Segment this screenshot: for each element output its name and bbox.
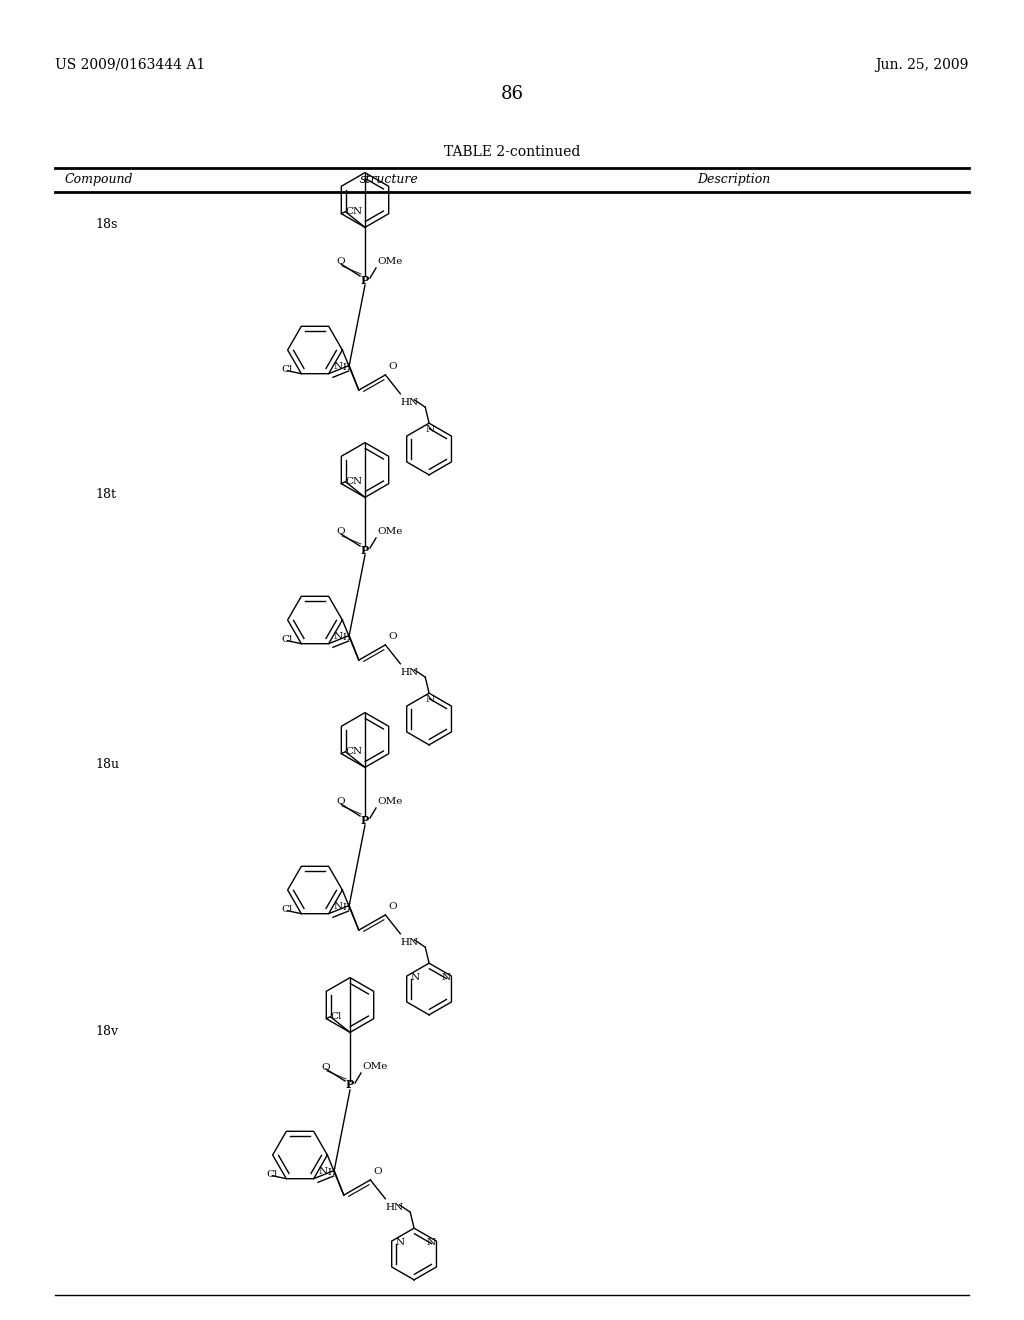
- Text: CN: CN: [345, 207, 362, 216]
- Text: HN: HN: [400, 937, 419, 946]
- Text: N: N: [318, 1167, 328, 1176]
- Text: P: P: [360, 544, 369, 556]
- Text: 18v: 18v: [95, 1026, 118, 1038]
- Text: Cl: Cl: [282, 635, 293, 644]
- Text: H: H: [342, 363, 350, 372]
- Text: TABLE 2-continued: TABLE 2-continued: [443, 145, 581, 158]
- Text: OMe: OMe: [377, 257, 402, 267]
- Text: O: O: [388, 903, 397, 911]
- Text: N: N: [334, 362, 343, 371]
- Text: N: N: [334, 632, 343, 642]
- Text: 18u: 18u: [95, 758, 119, 771]
- Text: Description: Description: [697, 173, 771, 186]
- Text: HN: HN: [400, 668, 419, 677]
- Text: Jun. 25, 2009: Jun. 25, 2009: [876, 58, 969, 73]
- Text: CN: CN: [345, 747, 362, 756]
- Text: O: O: [321, 1063, 330, 1072]
- Text: 18t: 18t: [95, 488, 116, 502]
- Text: 18s: 18s: [95, 218, 118, 231]
- Text: Cl: Cl: [282, 366, 293, 374]
- Text: O: O: [336, 797, 345, 807]
- Text: O: O: [374, 1167, 382, 1176]
- Text: N: N: [334, 902, 343, 911]
- Text: OMe: OMe: [362, 1063, 387, 1071]
- Text: CN: CN: [345, 478, 362, 486]
- Text: Cl: Cl: [331, 1012, 342, 1022]
- Text: N: N: [441, 973, 451, 982]
- Text: P: P: [346, 1080, 354, 1090]
- Text: US 2009/0163444 A1: US 2009/0163444 A1: [55, 58, 205, 73]
- Text: Cl: Cl: [266, 1171, 278, 1179]
- Text: O: O: [388, 632, 397, 642]
- Text: H: H: [342, 634, 350, 642]
- Text: OMe: OMe: [377, 527, 402, 536]
- Text: N: N: [426, 1238, 435, 1246]
- Text: O: O: [388, 363, 397, 371]
- Text: 86: 86: [501, 84, 523, 103]
- Text: N: N: [395, 1238, 404, 1246]
- Text: O: O: [336, 528, 345, 536]
- Text: structure: structure: [359, 173, 419, 186]
- Text: Cl: Cl: [282, 906, 293, 915]
- Text: N: N: [411, 973, 420, 982]
- Text: HN: HN: [385, 1203, 403, 1212]
- Text: P: P: [360, 275, 369, 285]
- Text: O: O: [336, 257, 345, 267]
- Text: H: H: [328, 1168, 335, 1177]
- Text: N: N: [426, 425, 434, 434]
- Text: OMe: OMe: [377, 797, 402, 807]
- Text: N: N: [426, 696, 434, 704]
- Text: P: P: [360, 814, 369, 825]
- Text: H: H: [342, 903, 350, 912]
- Text: HN: HN: [400, 397, 419, 407]
- Text: Compound: Compound: [65, 173, 133, 186]
